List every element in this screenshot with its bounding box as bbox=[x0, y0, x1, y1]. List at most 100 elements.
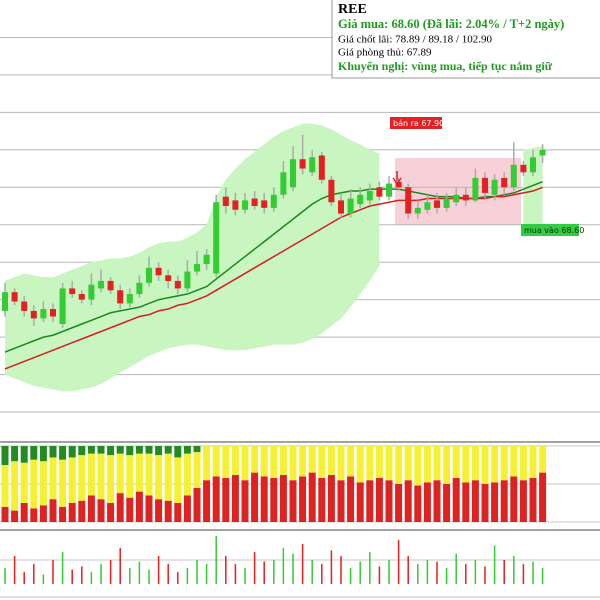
indicator-bar bbox=[212, 446, 220, 477]
candle-body bbox=[328, 179, 335, 203]
indicator-bar bbox=[87, 446, 95, 454]
volume-bar bbox=[311, 560, 313, 584]
indicator-bar bbox=[318, 446, 326, 478]
volume-bar bbox=[186, 568, 189, 584]
indicator-bar bbox=[385, 446, 393, 481]
candle-body bbox=[126, 294, 133, 304]
indicator-bar bbox=[49, 457, 57, 500]
indicator-bar bbox=[59, 459, 67, 507]
info-buy: Giá mua: 68.60 (Đã lãi: 2.04% / T+2 ngày… bbox=[338, 17, 564, 31]
indicator-bar bbox=[11, 510, 19, 522]
volume-bar bbox=[81, 566, 83, 584]
candle-body bbox=[318, 155, 325, 180]
indicator-bar bbox=[308, 472, 316, 522]
volume-bar bbox=[52, 560, 54, 584]
indicator-bar bbox=[193, 487, 201, 522]
indicator-bar bbox=[404, 446, 412, 481]
volume-bar bbox=[157, 556, 160, 584]
buy-tag-box bbox=[521, 224, 579, 236]
candle-body bbox=[280, 172, 287, 195]
volume-bar bbox=[273, 560, 275, 584]
candle-body bbox=[146, 267, 152, 283]
volume-bar bbox=[253, 552, 256, 584]
volume-bar bbox=[455, 553, 457, 584]
indicator-bar bbox=[366, 446, 374, 481]
volume-bar bbox=[513, 556, 515, 584]
volume-bar bbox=[119, 548, 121, 584]
volume-bar bbox=[4, 568, 6, 584]
indicator-bar bbox=[68, 446, 76, 458]
volume-bar bbox=[234, 564, 237, 584]
moving-average bbox=[4, 180, 543, 353]
indicator-bar bbox=[337, 446, 345, 481]
volume-bar bbox=[167, 564, 169, 584]
candle-body bbox=[50, 309, 56, 317]
indicator-bar bbox=[443, 484, 451, 522]
indicator-bar bbox=[356, 482, 364, 522]
indicator-bar bbox=[155, 446, 163, 456]
indicator-bar bbox=[126, 497, 134, 522]
candle-body bbox=[222, 196, 229, 207]
indicator-bar bbox=[39, 461, 47, 506]
info-box bbox=[331, 0, 600, 79]
indicator-bar bbox=[251, 472, 259, 522]
volume-bar bbox=[61, 552, 64, 584]
candle-body bbox=[107, 280, 114, 291]
volume-bar bbox=[493, 545, 496, 584]
indicator-bar bbox=[375, 477, 383, 522]
indicator-bar bbox=[68, 503, 76, 522]
indicator-bar bbox=[529, 477, 537, 522]
candle-body bbox=[347, 198, 354, 214]
indicator-bar bbox=[59, 506, 67, 522]
volume-bar bbox=[13, 556, 16, 584]
indicator-bar bbox=[231, 446, 239, 475]
indicator-bar bbox=[183, 453, 191, 496]
indicator-bar bbox=[414, 485, 422, 522]
indicator-bar bbox=[433, 446, 441, 481]
volume-bar bbox=[33, 564, 35, 584]
indicator-bar bbox=[155, 499, 163, 522]
candle-body bbox=[270, 194, 277, 208]
indicator-bar bbox=[116, 453, 124, 494]
indicator-bar bbox=[529, 446, 537, 478]
volume-bar bbox=[282, 548, 285, 584]
indicator-bar bbox=[183, 446, 191, 454]
indicator-bar bbox=[11, 446, 19, 462]
indicator-bar bbox=[299, 446, 307, 477]
candle-body bbox=[174, 280, 181, 289]
indicator-bar bbox=[87, 453, 95, 496]
indicator-bar bbox=[164, 500, 172, 522]
indicator-bar bbox=[49, 446, 57, 458]
sell-tag-box bbox=[390, 117, 442, 129]
indicator-bar bbox=[241, 446, 249, 481]
volume-bar bbox=[359, 561, 361, 584]
candle-body bbox=[405, 187, 412, 214]
indicator-bar bbox=[107, 446, 115, 456]
volume-bar bbox=[129, 568, 131, 584]
indicator-bar bbox=[510, 446, 518, 477]
indicator-bar bbox=[519, 480, 527, 522]
indicator-bar bbox=[327, 474, 335, 522]
indicator-bar bbox=[135, 446, 143, 454]
indicator-bar bbox=[68, 457, 76, 503]
indicator-bar bbox=[59, 446, 67, 460]
indicator-bar bbox=[20, 446, 28, 463]
candle-body bbox=[165, 275, 172, 281]
indicator-bar bbox=[116, 493, 124, 522]
candle-body bbox=[482, 177, 488, 193]
indicator-bar bbox=[164, 446, 172, 454]
indicator-bar bbox=[145, 446, 153, 454]
volume-bar bbox=[484, 566, 486, 584]
candle-body bbox=[117, 290, 124, 304]
indicator-bar bbox=[30, 508, 38, 522]
candle-body bbox=[232, 200, 239, 210]
volume-bar bbox=[426, 560, 429, 584]
candle-body bbox=[462, 194, 469, 201]
indicator-bar bbox=[443, 446, 451, 484]
indicator-bar bbox=[356, 446, 364, 483]
indicator-bar bbox=[491, 446, 499, 483]
indicator-bar bbox=[164, 453, 172, 501]
volume-bar bbox=[23, 572, 25, 584]
volume-bar bbox=[522, 564, 525, 584]
candle-body bbox=[242, 200, 248, 210]
